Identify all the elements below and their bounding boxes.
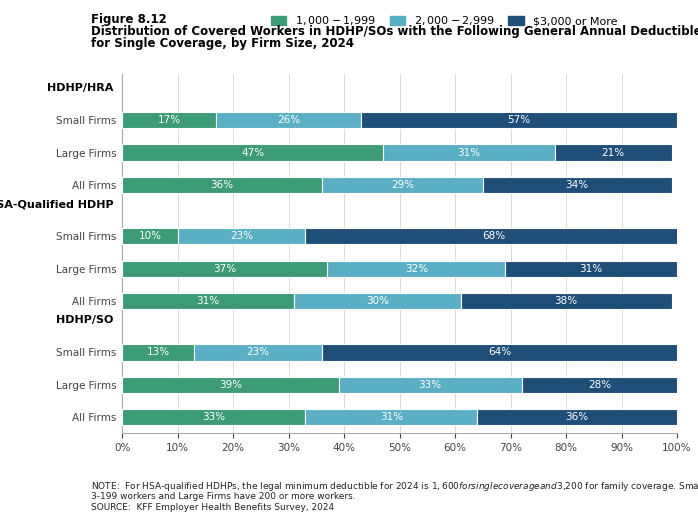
Text: 64%: 64%: [488, 348, 511, 358]
Text: Distribution of Covered Workers in HDHP/SOs with the Following General Annual De: Distribution of Covered Workers in HDHP/…: [91, 25, 698, 38]
Legend: $1,000 - $1,999, $2,000 - $2,999, $3,000 or More: $1,000 - $1,999, $2,000 - $2,999, $3,000…: [271, 14, 617, 27]
Text: 36%: 36%: [211, 180, 234, 190]
Bar: [122, 293, 294, 309]
Bar: [122, 409, 305, 425]
Bar: [122, 376, 339, 393]
Text: 36%: 36%: [565, 412, 588, 422]
Text: 37%: 37%: [214, 264, 237, 274]
Text: 38%: 38%: [554, 296, 578, 306]
Text: 33%: 33%: [419, 380, 442, 390]
Bar: [327, 260, 505, 277]
Text: 10%: 10%: [138, 232, 161, 242]
Bar: [461, 293, 671, 309]
Text: 3-199 workers and Large Firms have 200 or more workers.: 3-199 workers and Large Firms have 200 o…: [91, 492, 355, 501]
Bar: [177, 228, 305, 245]
Text: 31%: 31%: [579, 264, 602, 274]
Bar: [294, 293, 461, 309]
Text: 31%: 31%: [380, 412, 403, 422]
Text: 47%: 47%: [241, 148, 264, 158]
Text: HDHP/SO: HDHP/SO: [57, 315, 114, 326]
Text: 21%: 21%: [602, 148, 625, 158]
Bar: [305, 409, 477, 425]
Text: 23%: 23%: [246, 348, 269, 358]
Text: 68%: 68%: [482, 232, 505, 242]
Text: 17%: 17%: [158, 116, 181, 125]
Bar: [194, 344, 322, 361]
Text: for Single Coverage, by Firm Size, 2024: for Single Coverage, by Firm Size, 2024: [91, 37, 354, 50]
Text: HDHP/HRA: HDHP/HRA: [47, 83, 114, 93]
Bar: [122, 260, 327, 277]
Text: 31%: 31%: [197, 296, 220, 306]
Bar: [505, 260, 677, 277]
Bar: [383, 144, 555, 161]
Text: 32%: 32%: [405, 264, 428, 274]
Text: SOURCE:  KFF Employer Health Benefits Survey, 2024: SOURCE: KFF Employer Health Benefits Sur…: [91, 503, 334, 512]
Bar: [555, 144, 671, 161]
Bar: [322, 344, 677, 361]
Bar: [122, 144, 383, 161]
Text: 57%: 57%: [507, 116, 530, 125]
Text: 13%: 13%: [147, 348, 170, 358]
Text: 33%: 33%: [202, 412, 225, 422]
Bar: [122, 228, 177, 245]
Text: Figure 8.12: Figure 8.12: [91, 13, 167, 26]
Bar: [216, 112, 361, 128]
Text: 34%: 34%: [565, 180, 588, 190]
Text: 30%: 30%: [366, 296, 389, 306]
Text: 28%: 28%: [588, 380, 611, 390]
Bar: [477, 409, 677, 425]
Text: 31%: 31%: [457, 148, 480, 158]
Bar: [122, 112, 216, 128]
Bar: [521, 376, 677, 393]
Bar: [322, 177, 483, 193]
Text: 23%: 23%: [230, 232, 253, 242]
Bar: [483, 177, 671, 193]
Bar: [361, 112, 677, 128]
Bar: [339, 376, 521, 393]
Text: HSA-Qualified HDHP: HSA-Qualified HDHP: [0, 199, 114, 209]
Text: 29%: 29%: [391, 180, 414, 190]
Bar: [122, 344, 194, 361]
Text: NOTE:  For HSA-qualified HDHPs, the legal minimum deductible for 2024 is $1,600 : NOTE: For HSA-qualified HDHPs, the legal…: [91, 480, 698, 493]
Bar: [305, 228, 683, 245]
Text: 26%: 26%: [277, 116, 300, 125]
Text: 39%: 39%: [218, 380, 242, 390]
Bar: [122, 177, 322, 193]
